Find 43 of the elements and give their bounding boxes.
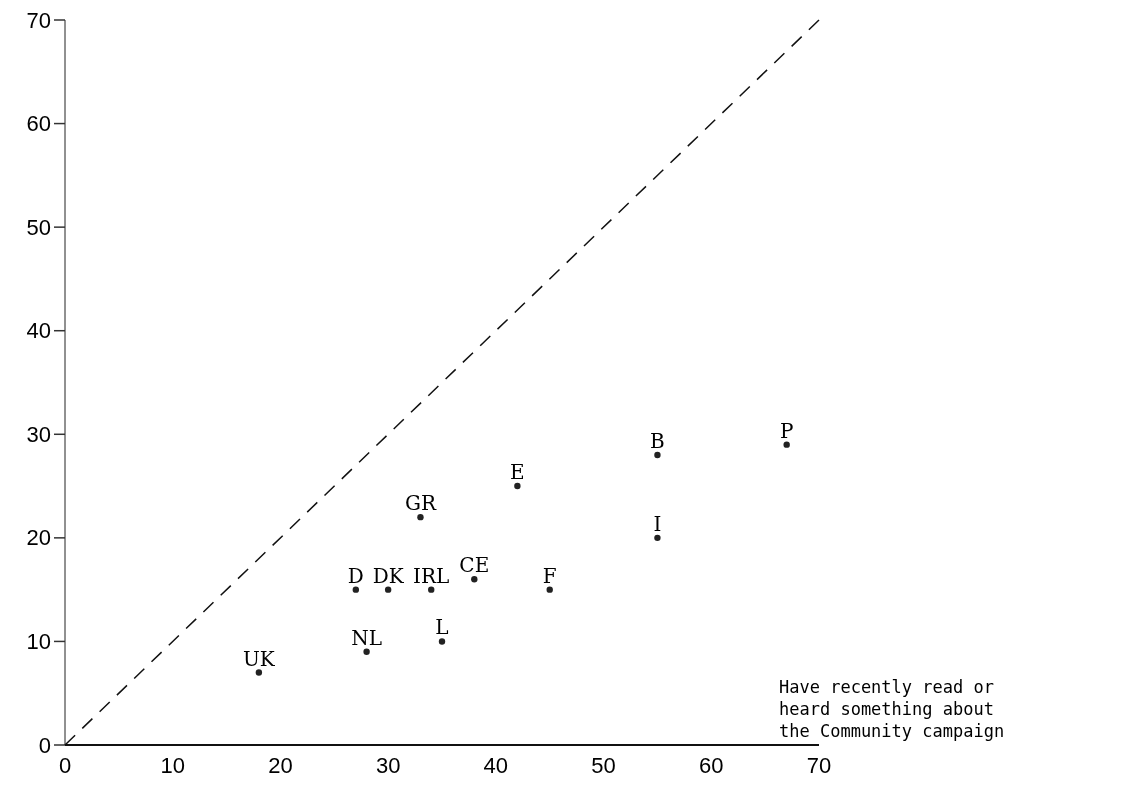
- point: [255, 669, 263, 676]
- annotation: CE: [459, 553, 490, 578]
- y-tick-label: 70: [26, 7, 51, 33]
- annotation: UK: [242, 646, 276, 671]
- x-tick-label: 0: [58, 753, 72, 778]
- point: [783, 441, 790, 448]
- x-axis-title: Have recently read or heard something about the Community campaign: [779, 677, 1005, 741]
- point: [654, 534, 661, 542]
- annotation: F: [542, 563, 557, 588]
- annotation: GR: [404, 491, 437, 516]
- point: [352, 586, 360, 593]
- y-tick-label: 40: [26, 318, 51, 344]
- point: [417, 513, 424, 521]
- x-tick-label: 60: [699, 753, 724, 778]
- y-tick-label: 0: [38, 732, 51, 758]
- point: [438, 638, 446, 645]
- point: [384, 586, 392, 593]
- annotation: L: [435, 615, 449, 640]
- x-tick-label: 70: [806, 753, 832, 778]
- annotation: IRL: [413, 563, 450, 588]
- x-tick-label: 40: [483, 753, 509, 778]
- x-tick-label: 30: [375, 753, 401, 778]
- x-tick-label: 10: [160, 753, 185, 778]
- annotation: DK: [372, 563, 405, 588]
- point: [471, 576, 478, 583]
- point: [428, 586, 435, 593]
- annotation: NL: [351, 625, 382, 650]
- point: [514, 482, 521, 490]
- y-tick-label: 50: [26, 214, 51, 240]
- annotation: P: [779, 418, 794, 443]
- annotation: E: [510, 460, 525, 485]
- x-tick-label: 50: [591, 753, 616, 778]
- y-tick-label: 10: [26, 628, 51, 654]
- point: [546, 586, 553, 593]
- y-tick-label: 60: [26, 111, 51, 137]
- y-tick-label: 20: [26, 525, 51, 551]
- annotation: B: [650, 429, 665, 453]
- x-tick-label: 20: [268, 753, 293, 778]
- y-tick-label: 30: [26, 421, 51, 447]
- point: [363, 648, 370, 655]
- point: [654, 451, 661, 459]
- annotation: I: [653, 511, 662, 536]
- annotation: D: [347, 563, 364, 588]
